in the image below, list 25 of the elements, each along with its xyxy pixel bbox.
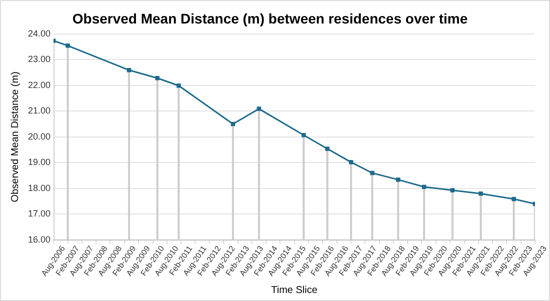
y-tick-label: 22.00 [28,80,51,90]
point [302,132,306,138]
y-tick-label: 18.00 [28,182,51,193]
point [478,191,483,196]
point [396,178,400,182]
y-tick-label: 21.00 [28,106,51,116]
y-tick-label: 23.00 [28,54,51,64]
y-tick-label: 17.00 [28,208,51,219]
point [126,68,132,72]
point [370,170,374,176]
point [176,83,181,88]
point [348,160,354,164]
y-tick-label: 20.00 [28,131,51,142]
x-axis-title: Time Slice [271,284,318,296]
y-tick-label: 24.00 [28,28,51,38]
y-axis-title: Observed Mean Distance (m) [10,72,21,202]
point [450,188,455,192]
y-tick-label: 16.00 [28,234,51,244]
point [325,146,330,151]
y-tick-label: 19.00 [28,157,51,168]
point [66,44,70,48]
point [155,76,160,80]
chart-title: Observed Mean Distance (m) between residences over time [72,10,468,26]
point [512,196,516,202]
point [256,106,262,111]
